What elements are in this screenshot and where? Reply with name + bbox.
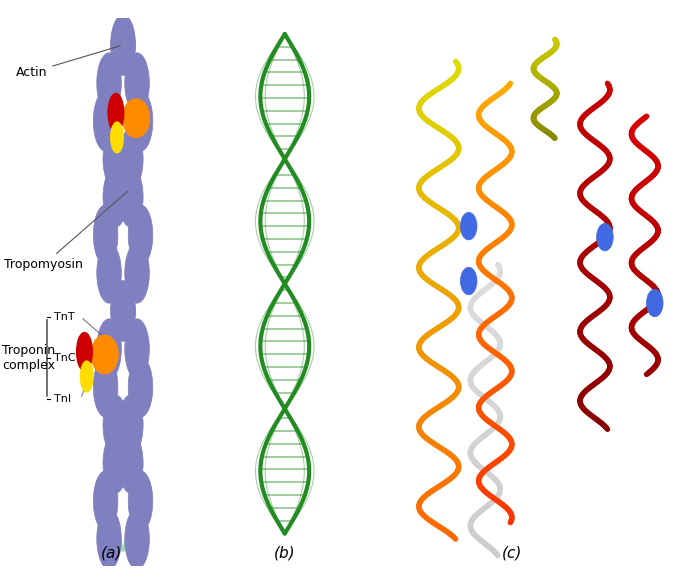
Circle shape xyxy=(97,319,121,379)
Circle shape xyxy=(111,281,136,341)
Text: Troponin
complex: Troponin complex xyxy=(2,344,56,372)
Circle shape xyxy=(646,289,663,317)
Circle shape xyxy=(111,122,123,153)
Circle shape xyxy=(97,53,121,113)
Ellipse shape xyxy=(123,99,149,137)
Circle shape xyxy=(103,433,127,493)
Circle shape xyxy=(125,319,149,379)
Text: (c): (c) xyxy=(502,546,522,561)
Circle shape xyxy=(119,433,143,493)
Circle shape xyxy=(103,167,127,227)
Circle shape xyxy=(125,53,149,113)
Text: TnI: TnI xyxy=(54,394,71,404)
Ellipse shape xyxy=(91,335,118,374)
Circle shape xyxy=(97,509,121,569)
Circle shape xyxy=(77,332,92,371)
Text: TnT: TnT xyxy=(54,312,75,322)
Circle shape xyxy=(94,357,118,417)
Circle shape xyxy=(119,395,143,455)
Circle shape xyxy=(97,243,121,303)
Circle shape xyxy=(94,471,118,531)
Text: Tropomyosin: Tropomyosin xyxy=(5,192,127,271)
Circle shape xyxy=(103,129,127,189)
Circle shape xyxy=(125,243,149,303)
Circle shape xyxy=(460,267,477,295)
Circle shape xyxy=(108,93,123,132)
Circle shape xyxy=(128,205,153,265)
Text: TnC: TnC xyxy=(54,353,75,363)
Circle shape xyxy=(94,205,118,265)
Circle shape xyxy=(119,129,143,189)
Circle shape xyxy=(125,509,149,569)
Circle shape xyxy=(94,91,118,151)
Text: (a): (a) xyxy=(101,546,123,561)
Circle shape xyxy=(111,15,136,75)
Circle shape xyxy=(81,361,93,392)
Text: (b): (b) xyxy=(274,546,296,561)
Circle shape xyxy=(128,91,153,151)
Circle shape xyxy=(111,281,136,341)
Circle shape xyxy=(128,357,153,417)
Circle shape xyxy=(460,213,477,240)
Circle shape xyxy=(128,471,153,531)
Circle shape xyxy=(111,15,136,75)
Circle shape xyxy=(597,224,613,251)
Circle shape xyxy=(103,395,127,455)
Text: Actin: Actin xyxy=(16,46,121,79)
Circle shape xyxy=(119,167,143,227)
